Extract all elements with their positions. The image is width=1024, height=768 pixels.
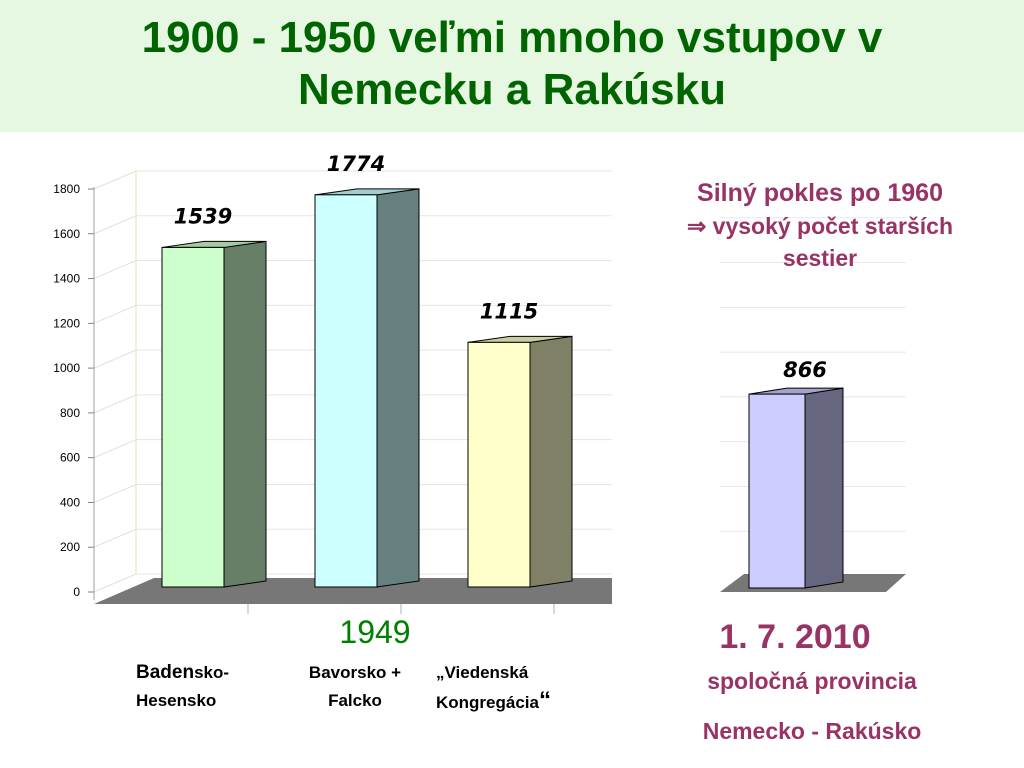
decline-note-line-3: sestier [782,245,858,271]
chart1-grid-diag [93,170,137,190]
decline-note-line-1: Silný pokles po 1960 [697,179,943,207]
chart1-data-label: 1539 [174,204,232,228]
title-band [0,0,1024,132]
chart1-grid-diag [93,483,137,503]
chart1-grid-diag [93,215,137,235]
chart1-grid-diag [93,260,137,280]
chart1-y-tick-label: 1000 [53,361,80,375]
chart1-y-tick-label: 1200 [53,316,80,330]
chart1-bar [314,194,378,588]
chart2-bar [748,393,806,589]
chart1-grid-diag [93,573,137,593]
chart1-y-tick-label: 1800 [53,182,80,196]
cat3-line-2: Kongregácia [436,693,539,712]
chart2-bar-side [804,387,844,589]
cat2-line-1: Bavorsko + [308,663,402,682]
title-line-1: 1900 - 1950 veľmi mnoho vstupov v [141,13,883,62]
cat2-line-2: Falcko [328,691,382,710]
chart1-grid-diag [93,439,137,459]
chart1-grid-diag [93,528,137,548]
cat3-quote: “ [538,687,551,714]
chart1-grid-diag [93,304,137,324]
chart1-y-tick-label: 800 [60,406,80,420]
chart1-data-label: 1774 [327,152,385,176]
cat1-line-2: Hesensko [136,691,217,710]
cat3-line-1: „Viedenská [436,663,529,682]
slide-title: 1900 - 1950 veľmi mnoho vstupov v Nemeck… [0,12,1024,116]
chart1-y-tick-label: 1400 [53,272,80,286]
category-viedenska-kongregacia: „Viedenská Kongregácia“ [436,659,551,717]
chart1-bar-side [376,188,420,588]
decline-note-line-2: ⇒ vysoký počet starších [686,213,953,239]
decline-note: Silný pokles po 1960 ⇒ vysoký počet star… [640,176,1000,274]
chart1-bar [161,246,225,588]
province-line-1: spoločná provincia [707,668,917,694]
chart2-data-label: 866 [783,358,827,382]
chart1-bar-side [529,335,573,588]
chart1-y-tick-label: 0 [73,585,80,599]
chart1-y-tick-label: 200 [60,540,80,554]
date-2010-label: 1. 7. 2010 [719,618,871,656]
cat1-rest: sko- [194,663,230,682]
chart1-grid-diag [93,394,137,414]
cat1-big: Baden [136,662,195,683]
chart1-y-tick-label: 400 [60,495,80,509]
province-line-2: Nemecko - Rakúsko [702,718,922,744]
chart1-y-tick-label: 1600 [53,227,80,241]
category-baden-hesensko: Badensko- Hesensko [136,659,229,715]
chart1-grid-diag [93,349,137,369]
chart1-data-label: 1115 [480,299,538,323]
title-line-2: Nemecku a Rakúsku [298,65,726,114]
year-1949-label: 1949 [339,614,411,650]
chart1-bar [467,341,531,588]
category-bavorsko-falcko: Bavorsko + Falcko [292,659,418,715]
chart1-y-tick-label: 600 [60,451,80,465]
chart1-bar-side [223,240,267,588]
